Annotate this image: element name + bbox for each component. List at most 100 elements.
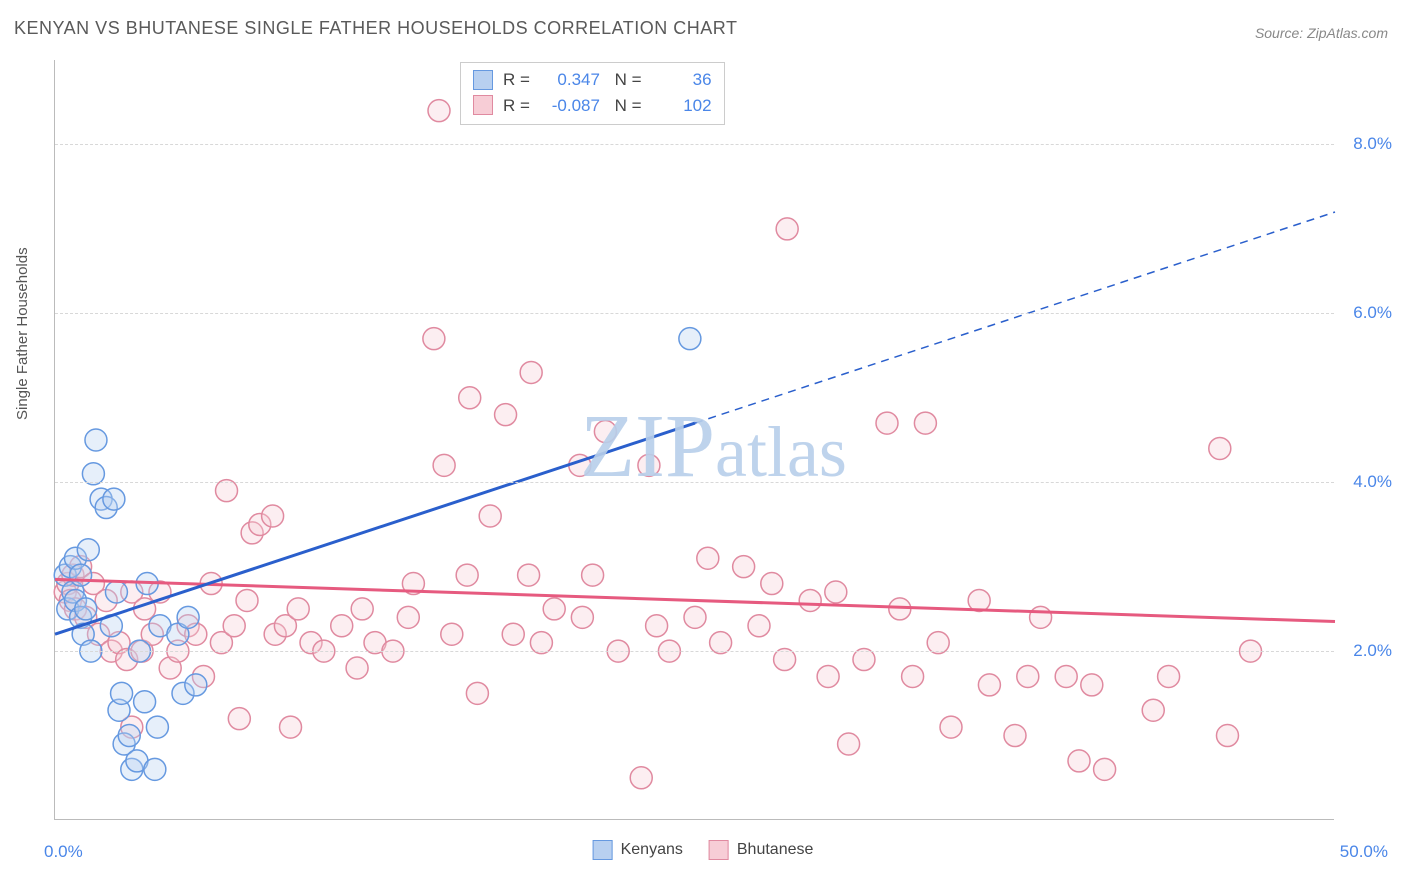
legend-item-kenyans: Kenyans xyxy=(593,840,683,860)
scatter-point xyxy=(262,505,284,527)
scatter-point xyxy=(571,606,593,628)
scatter-point xyxy=(118,725,140,747)
scatter-point xyxy=(75,598,97,620)
swatch-blue-icon xyxy=(593,840,613,860)
scatter-point xyxy=(761,573,783,595)
x-tick-max: 50.0% xyxy=(1340,842,1388,862)
scatter-point xyxy=(331,615,353,637)
scatter-point xyxy=(223,615,245,637)
scatter-point xyxy=(1216,725,1238,747)
scatter-point xyxy=(518,564,540,586)
scatter-point xyxy=(697,547,719,569)
scatter-point xyxy=(351,598,373,620)
scatter-point xyxy=(1158,665,1180,687)
scatter-point xyxy=(876,412,898,434)
scatter-point xyxy=(1004,725,1026,747)
chart-title: KENYAN VS BHUTANESE SINGLE FATHER HOUSEH… xyxy=(14,18,737,39)
scatter-point xyxy=(228,708,250,730)
grid-line xyxy=(55,313,1334,314)
scatter-point xyxy=(346,657,368,679)
scatter-point xyxy=(902,665,924,687)
scatter-point xyxy=(978,674,1000,696)
scatter-point xyxy=(1068,750,1090,772)
x-tick-min: 0.0% xyxy=(44,842,83,862)
scatter-point xyxy=(733,556,755,578)
scatter-point xyxy=(428,100,450,122)
swatch-blue-icon xyxy=(473,70,493,90)
y-tick-label: 8.0% xyxy=(1353,134,1392,154)
scatter-point xyxy=(134,691,156,713)
scatter-point xyxy=(838,733,860,755)
scatter-point xyxy=(111,682,133,704)
scatter-point xyxy=(630,767,652,789)
scatter-point xyxy=(495,404,517,426)
scatter-point xyxy=(776,218,798,240)
scatter-point xyxy=(1094,758,1116,780)
source-name: ZipAtlas.com xyxy=(1307,25,1388,41)
scatter-point xyxy=(236,589,258,611)
n-label: N = xyxy=(610,93,642,119)
scatter-point xyxy=(1030,606,1052,628)
scatter-point xyxy=(280,716,302,738)
scatter-point xyxy=(144,758,166,780)
bottom-legend: Kenyans Bhutanese xyxy=(593,840,814,860)
r-value-kenyans: 0.347 xyxy=(540,67,600,93)
scatter-point xyxy=(582,564,604,586)
corr-row-bhutanese: R = -0.087 N = 102 xyxy=(473,93,712,119)
legend-label-kenyans: Kenyans xyxy=(621,841,683,859)
y-axis-label: Single Father Households xyxy=(14,247,31,420)
y-tick-label: 4.0% xyxy=(1353,472,1392,492)
scatter-point xyxy=(799,589,821,611)
scatter-point xyxy=(177,606,199,628)
scatter-point xyxy=(433,454,455,476)
scatter-point xyxy=(146,716,168,738)
scatter-point xyxy=(1055,665,1077,687)
scatter-point xyxy=(1081,674,1103,696)
scatter-point xyxy=(441,623,463,645)
scatter-point xyxy=(646,615,668,637)
scatter-point xyxy=(1017,665,1039,687)
scatter-point xyxy=(1142,699,1164,721)
scatter-point xyxy=(85,429,107,451)
trend-line-kenyans-extrapolated xyxy=(695,212,1335,423)
grid-line xyxy=(55,651,1334,652)
source-attribution: Source: ZipAtlas.com xyxy=(1255,25,1388,41)
r-value-bhutanese: -0.087 xyxy=(540,93,600,119)
scatter-point xyxy=(684,606,706,628)
legend-label-bhutanese: Bhutanese xyxy=(737,841,814,859)
swatch-pink-icon xyxy=(473,95,493,115)
source-prefix: Source: xyxy=(1255,25,1307,41)
scatter-point xyxy=(914,412,936,434)
r-label: R = xyxy=(503,93,530,119)
scatter-point xyxy=(466,682,488,704)
r-label: R = xyxy=(503,67,530,93)
scatter-point xyxy=(287,598,309,620)
swatch-pink-icon xyxy=(709,840,729,860)
watermark-text: ZIPatlas xyxy=(580,395,847,498)
legend-item-bhutanese: Bhutanese xyxy=(709,840,814,860)
scatter-point xyxy=(543,598,565,620)
n-label: N = xyxy=(610,67,642,93)
scatter-point xyxy=(70,564,92,586)
scatter-point xyxy=(185,674,207,696)
n-value-kenyans: 36 xyxy=(652,67,712,93)
scatter-point xyxy=(397,606,419,628)
scatter-point xyxy=(459,387,481,409)
scatter-point xyxy=(479,505,501,527)
scatter-point xyxy=(825,581,847,603)
scatter-point xyxy=(1209,437,1231,459)
grid-line xyxy=(55,144,1334,145)
scatter-point xyxy=(77,539,99,561)
correlation-legend: R = 0.347 N = 36 R = -0.087 N = 102 xyxy=(460,62,725,125)
scatter-point xyxy=(105,581,127,603)
scatter-point xyxy=(940,716,962,738)
scatter-point xyxy=(423,328,445,350)
scatter-point xyxy=(502,623,524,645)
scatter-point xyxy=(679,328,701,350)
y-tick-label: 6.0% xyxy=(1353,303,1392,323)
n-value-bhutanese: 102 xyxy=(652,93,712,119)
corr-row-kenyans: R = 0.347 N = 36 xyxy=(473,67,712,93)
scatter-point xyxy=(817,665,839,687)
scatter-point xyxy=(456,564,478,586)
scatter-point xyxy=(520,361,542,383)
